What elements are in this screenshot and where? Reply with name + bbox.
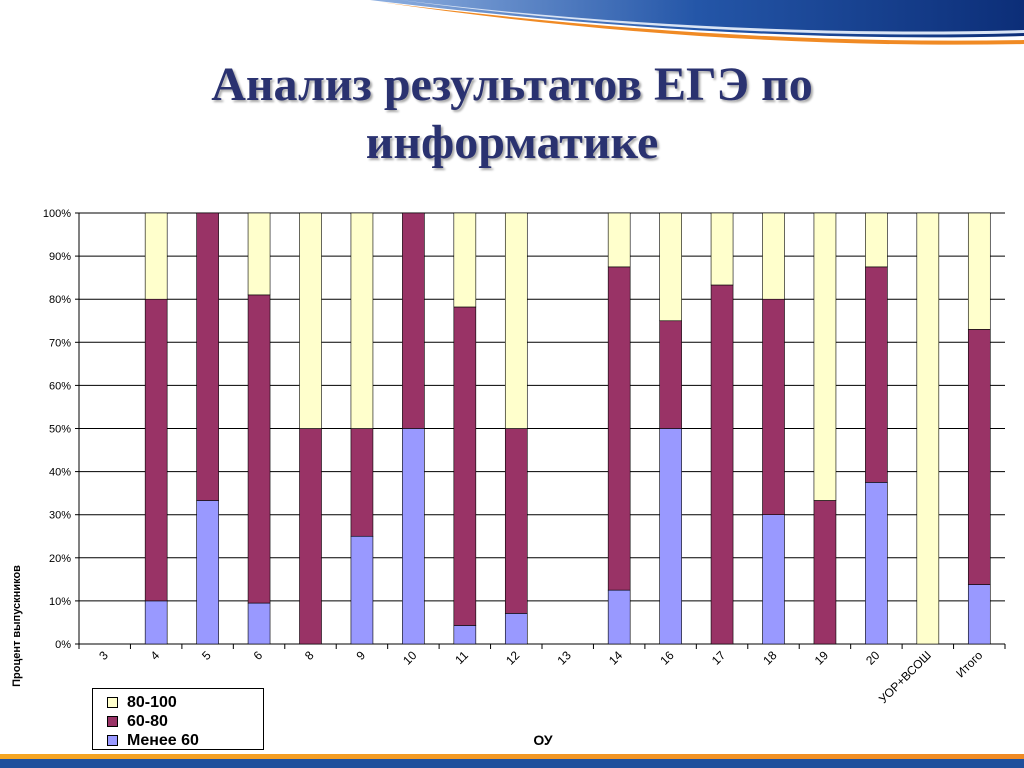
y-tick-label: 40% (49, 467, 71, 479)
bar-segment (350, 212, 374, 429)
bar-segment (299, 428, 322, 645)
bar-segment (762, 212, 785, 300)
bar-segment (813, 500, 837, 645)
bar-segment (865, 212, 888, 268)
y-tick-label: 100% (43, 208, 71, 220)
bar-segment (504, 212, 528, 429)
bar-segment (453, 306, 477, 626)
bar-segment (350, 428, 374, 537)
legend-label-60-80: 60-80 (127, 713, 168, 730)
y-tick-label: 80% (49, 294, 71, 306)
x-tick-label: УОР+ВСОШ (876, 648, 934, 706)
bar-segment (967, 212, 991, 330)
stacked-bar-chart: 0% 10% 20% 30% 40% 50% 60% 70% 80% 90% 100% 3 4 5 6 8 9 1… (11, 208, 1006, 748)
bar-segment (402, 428, 425, 645)
bar-segment (196, 212, 219, 501)
x-tick-label: 18 (760, 648, 780, 668)
x-tick-label: 5 (199, 648, 214, 663)
bar-segment (504, 613, 528, 645)
x-tick-label: 4 (148, 648, 163, 663)
bar-segment (350, 535, 374, 645)
bar-segment (865, 266, 888, 483)
y-tick-label: 60% (49, 380, 71, 392)
x-tick-label: 11 (452, 648, 471, 667)
y-tick-label: 0% (55, 639, 71, 651)
bar-segment (247, 294, 271, 604)
bar-segment (865, 482, 888, 645)
x-tick-label: 9 (353, 648, 368, 663)
bar-segment (504, 428, 528, 614)
x-tick-label: 3 (96, 648, 111, 663)
y-tick-label: 20% (49, 553, 71, 565)
bar-segment (144, 212, 168, 300)
bar-segment (659, 320, 682, 429)
bar-segment (607, 212, 631, 268)
bar-segment (659, 428, 682, 645)
chart-legend: 80-100 60-80 Менее 60 (92, 688, 264, 750)
page-title: Анализ результатов ЕГЭ по информатике (0, 56, 1024, 172)
y-axis-label: Процент выпускников (11, 565, 23, 687)
bar-segment (607, 589, 631, 645)
bar-segment (453, 625, 477, 645)
x-tick-label: 13 (554, 648, 574, 668)
legend-swatch-80-100 (107, 697, 118, 708)
bars (144, 212, 991, 645)
page-title-line-1: Анализ результатов ЕГЭ по (211, 58, 813, 111)
axes (75, 212, 1006, 649)
gridlines (79, 212, 1005, 602)
bar-segment (196, 500, 219, 645)
bar-segment (967, 584, 991, 645)
x-tick-label: Итого (953, 648, 985, 680)
y-tick-label: 90% (49, 251, 71, 263)
page-title-line-2: информатике (365, 116, 659, 169)
x-tick-label: 12 (503, 648, 523, 668)
x-axis-label: ОУ (533, 732, 553, 748)
legend-item-80-100: 80-100 (107, 693, 263, 712)
bar-segment (247, 212, 271, 296)
bar-segment (762, 514, 785, 645)
top-decorative-swoosh (370, 0, 1024, 45)
bar-segment (762, 298, 785, 515)
x-tick-label: 19 (812, 648, 832, 668)
y-tick-label: 70% (49, 337, 71, 349)
bar-segment (659, 212, 682, 322)
bar-segment (402, 212, 425, 429)
bar-segment (813, 212, 837, 501)
bar-segment (453, 212, 477, 308)
legend-item-60-80: 60-80 (107, 712, 263, 731)
bar-segment (710, 284, 734, 645)
x-tick-label: 6 (251, 648, 266, 663)
legend-swatch-less-60 (107, 735, 118, 746)
bar-segment (967, 329, 991, 585)
x-tick-label: 17 (709, 648, 729, 668)
bar-segment (710, 212, 734, 286)
legend-item-less-60: Менее 60 (107, 731, 263, 750)
bar-segment (607, 266, 631, 591)
y-tick-label: 30% (49, 510, 71, 522)
x-tick-label: 20 (863, 648, 883, 668)
bar-segment (144, 600, 168, 645)
legend-swatch-60-80 (107, 716, 118, 727)
x-tick-label: 16 (657, 648, 677, 668)
bar-segment (916, 212, 940, 645)
y-tick-label: 10% (49, 596, 71, 608)
y-tick-label: 50% (49, 424, 71, 436)
bar-segment (299, 212, 322, 429)
legend-label-less-60: Менее 60 (127, 732, 199, 749)
legend-label-80-100: 80-100 (127, 694, 177, 711)
bottom-decorative-band (0, 754, 1024, 768)
bar-segment (247, 602, 271, 645)
x-tick-label: 10 (400, 648, 420, 668)
x-tick-label: 14 (606, 648, 626, 668)
bar-segment (144, 298, 168, 602)
x-tick-label: 8 (302, 648, 317, 663)
